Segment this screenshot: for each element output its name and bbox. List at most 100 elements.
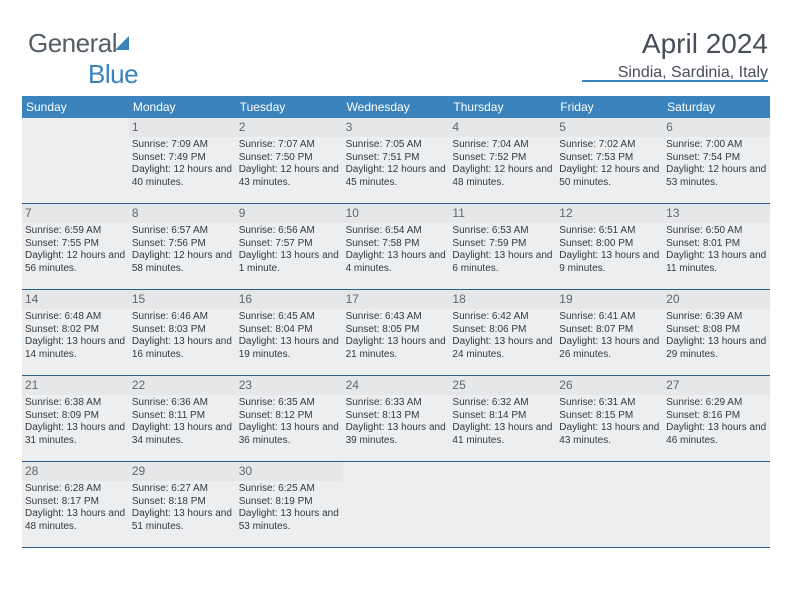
sunset-line: Sunset: 8:16 PM (666, 410, 767, 423)
daylight-line: Daylight: 12 hours and 53 minutes. (666, 164, 767, 189)
sunrise-line: Sunrise: 6:51 AM (559, 225, 660, 238)
sunrise-line: Sunrise: 6:35 AM (239, 397, 340, 410)
day-number: 16 (239, 292, 340, 307)
sunrise-line: Sunrise: 7:04 AM (452, 139, 553, 152)
sunrise-line: Sunrise: 7:02 AM (559, 139, 660, 152)
calendar-cell: 17Sunrise: 6:43 AMSunset: 8:05 PMDayligh… (343, 290, 450, 376)
day-number: 24 (346, 378, 447, 393)
daylight-line: Daylight: 13 hours and 4 minutes. (346, 250, 447, 275)
daylight-line: Daylight: 13 hours and 43 minutes. (559, 422, 660, 447)
sunset-line: Sunset: 8:06 PM (452, 324, 553, 337)
sunset-line: Sunset: 8:08 PM (666, 324, 767, 337)
sunrise-line: Sunrise: 6:50 AM (666, 225, 767, 238)
day-number: 20 (666, 292, 767, 307)
daylight-line: Daylight: 13 hours and 19 minutes. (239, 336, 340, 361)
sunset-line: Sunset: 7:55 PM (25, 238, 126, 251)
calendar-cell: 30Sunrise: 6:25 AMSunset: 8:19 PMDayligh… (236, 462, 343, 548)
sunset-line: Sunset: 8:18 PM (132, 496, 233, 509)
weekday-label: Sunday (22, 96, 129, 118)
calendar-cell: 16 Sunrise: 6:45 AMSunset: 8:04 PMDayligh… (236, 290, 343, 376)
calendar-cell: 9Sunrise: 6:56 AMSunset: 7:57 PMDaylight… (236, 204, 343, 290)
sunrise-line: Sunrise: 6:59 AM (25, 225, 126, 238)
calendar-cell: 14Sunrise: 6:48 AMSunset: 8:02 PMDayligh… (22, 290, 129, 376)
sunset-line: Sunset: 8:19 PM (239, 496, 340, 509)
weekday-label: Wednesday (343, 96, 450, 118)
weekday-label: Friday (556, 96, 663, 118)
daylight-line: Daylight: 12 hours and 43 minutes. (239, 164, 340, 189)
daylight-line: Daylight: 13 hours and 24 minutes. (452, 336, 553, 361)
page-title: April 2024 (618, 28, 768, 60)
weekday-label: Monday (129, 96, 236, 118)
calendar-cell: 1Sunrise: 7:09 AMSunset: 7:49 PMDaylight… (129, 118, 236, 204)
sunset-line: Sunset: 7:57 PM (239, 238, 340, 251)
day-number: 28 (25, 464, 126, 479)
sunset-line: Sunset: 7:58 PM (346, 238, 447, 251)
sunset-line: Sunset: 8:11 PM (132, 410, 233, 423)
sunrise-line: Sunrise: 6:36 AM (132, 397, 233, 410)
sunrise-line: Sunrise: 6:54 AM (346, 225, 447, 238)
day-number: 6 (666, 120, 767, 135)
day-number: 12 (559, 206, 660, 221)
weekday-label: Thursday (449, 96, 556, 118)
daylight-line: Daylight: 12 hours and 48 minutes. (452, 164, 553, 189)
sunset-line: Sunset: 8:03 PM (132, 324, 233, 337)
day-number: 13 (666, 206, 767, 221)
sunrise-line: Sunrise: 6:45 AM (239, 311, 340, 324)
calendar-cell: 28Sunrise: 6:28 AMSunset: 8:17 PMDayligh… (22, 462, 129, 548)
weekday-label: Saturday (663, 96, 770, 118)
sunset-line: Sunset: 8:04 PM (239, 324, 340, 337)
sunrise-line: Sunrise: 6:25 AM (239, 483, 340, 496)
brand-part1: General (28, 28, 117, 58)
calendar-cell: 2Sunrise: 7:07 AMSunset: 7:50 PMDaylight… (236, 118, 343, 204)
day-number: 25 (452, 378, 553, 393)
day-number: 22 (132, 378, 233, 393)
day-number: 18 (452, 292, 553, 307)
sunset-line: Sunset: 8:09 PM (25, 410, 126, 423)
daylight-line: Daylight: 13 hours and 1 minute. (239, 250, 340, 275)
calendar: SundayMondayTuesdayWednesdayThursdayFrid… (22, 96, 770, 548)
sunrise-line: Sunrise: 7:09 AM (132, 139, 233, 152)
calendar-cell: 3Sunrise: 7:05 AMSunset: 7:51 PMDaylight… (343, 118, 450, 204)
sunrise-line: Sunrise: 7:00 AM (666, 139, 767, 152)
sunrise-line: Sunrise: 6:39 AM (666, 311, 767, 324)
calendar-cell: 6 Sunrise: 7:00 AMSunset: 7:54 PMDaylight… (663, 118, 770, 204)
calendar-cell (22, 118, 129, 204)
sunset-line: Sunset: 8:14 PM (452, 410, 553, 423)
sunset-line: Sunset: 8:07 PM (559, 324, 660, 337)
calendar-cell: 8Sunrise: 6:57 AMSunset: 7:56 PMDaylight… (129, 204, 236, 290)
brand-part2: Blue (88, 59, 138, 89)
sunset-line: Sunset: 8:12 PM (239, 410, 340, 423)
day-number: 2 (239, 120, 340, 135)
day-number: 26 (559, 378, 660, 393)
sunset-line: Sunset: 8:13 PM (346, 410, 447, 423)
sunset-line: Sunset: 7:59 PM (452, 238, 553, 251)
daylight-line: Daylight: 13 hours and 46 minutes. (666, 422, 767, 447)
sunrise-line: Sunrise: 6:53 AM (452, 225, 553, 238)
sunrise-line: Sunrise: 6:33 AM (346, 397, 447, 410)
day-number: 27 (666, 378, 767, 393)
calendar-cell: 26Sunrise: 6:31 AMSunset: 8:15 PMDayligh… (556, 376, 663, 462)
calendar-cell: 12Sunrise: 6:51 AMSunset: 8:00 PMDayligh… (556, 204, 663, 290)
sunset-line: Sunset: 8:05 PM (346, 324, 447, 337)
sunrise-line: Sunrise: 6:29 AM (666, 397, 767, 410)
day-number: 19 (559, 292, 660, 307)
calendar-cell (449, 462, 556, 548)
sunrise-line: Sunrise: 7:05 AM (346, 139, 447, 152)
calendar-cell: 10Sunrise: 6:54 AMSunset: 7:58 PMDayligh… (343, 204, 450, 290)
sunset-line: Sunset: 8:15 PM (559, 410, 660, 423)
calendar-cell: 5Sunrise: 7:02 AMSunset: 7:53 PMDaylight… (556, 118, 663, 204)
header-right: April 2024 Sindia, Sardinia, Italy (618, 28, 768, 82)
day-number: 21 (25, 378, 126, 393)
daylight-line: Daylight: 12 hours and 58 minutes. (132, 250, 233, 275)
sunset-line: Sunset: 7:56 PM (132, 238, 233, 251)
sunset-line: Sunset: 7:54 PM (666, 152, 767, 165)
day-number: 29 (132, 464, 233, 479)
daylight-line: Daylight: 13 hours and 21 minutes. (346, 336, 447, 361)
sunset-line: Sunset: 8:17 PM (25, 496, 126, 509)
sunrise-line: Sunrise: 6:48 AM (25, 311, 126, 324)
daylight-line: Daylight: 12 hours and 56 minutes. (25, 250, 126, 275)
daylight-line: Daylight: 12 hours and 45 minutes. (346, 164, 447, 189)
sunset-line: Sunset: 7:53 PM (559, 152, 660, 165)
day-number: 3 (346, 120, 447, 135)
daylight-line: Daylight: 13 hours and 31 minutes. (25, 422, 126, 447)
